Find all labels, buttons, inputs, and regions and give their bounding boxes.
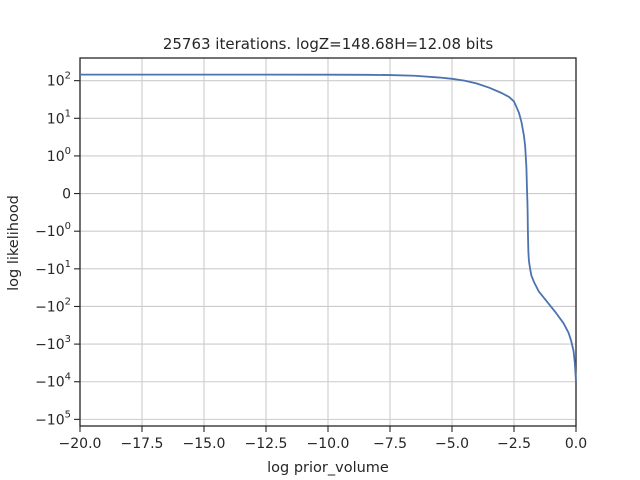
y-tick-exponent: 1 xyxy=(65,259,71,270)
x-tick-label: −2.5 xyxy=(497,436,531,452)
y-tick-base: −10 xyxy=(35,262,65,278)
y-tick-base: −10 xyxy=(35,337,65,353)
y-tick-label: −104 xyxy=(35,372,71,391)
y-tick-exponent: 3 xyxy=(65,334,71,345)
y-tick-exponent: 1 xyxy=(65,108,71,119)
y-tick-exponent: 0 xyxy=(65,146,71,157)
y-tick-label: −101 xyxy=(35,259,71,278)
x-axis-ticks: −20.0 −17.5 −15.0 −12.5 −10.0 −7.5 −5.0 −2.5 0.0 xyxy=(59,426,587,452)
series-line xyxy=(80,73,577,382)
y-tick-label: −100 xyxy=(35,221,71,240)
x-tick-label: −17.5 xyxy=(121,436,164,452)
x-tick-label: −15.0 xyxy=(183,436,226,452)
y-tick-base: −10 xyxy=(35,299,65,315)
chart-title: 25763 iterations. logZ=148.68H=12.08 bit… xyxy=(163,35,494,53)
y-tick-exponent: 2 xyxy=(65,296,71,307)
y-tick-base: 10 xyxy=(47,149,65,165)
x-tick-label: −7.5 xyxy=(373,436,407,452)
series-layer xyxy=(80,73,577,382)
y-tick-exponent: 4 xyxy=(65,372,71,383)
y-axis-label: log likelihood xyxy=(6,195,22,291)
x-tick-label: −10.0 xyxy=(307,436,350,452)
y-tick-exponent: 2 xyxy=(65,71,71,82)
y-tick-label: −103 xyxy=(35,334,71,353)
y-tick-label: −102 xyxy=(35,296,71,315)
y-tick-label: 100 xyxy=(47,146,71,165)
y-tick-label: 102 xyxy=(47,71,71,90)
x-tick-label: 0.0 xyxy=(565,436,587,452)
y-tick-base: −10 xyxy=(35,375,65,391)
y-tick-base: 0 xyxy=(62,187,71,203)
x-tick-label: −5.0 xyxy=(435,436,469,452)
y-tick-base: −10 xyxy=(35,224,65,240)
x-tick-label: −20.0 xyxy=(59,436,102,452)
y-tick-base: −10 xyxy=(35,412,65,428)
y-tick-label: −105 xyxy=(35,409,71,428)
x-axis-label: log prior_volume xyxy=(267,460,389,476)
y-tick-exponent: 5 xyxy=(65,409,71,420)
grid xyxy=(79,58,577,426)
x-tick-label: −12.5 xyxy=(245,436,288,452)
y-tick-base: 10 xyxy=(47,111,65,127)
y-tick-exponent: 0 xyxy=(65,221,71,232)
y-tick-base: 10 xyxy=(47,74,65,90)
y-tick-label: 101 xyxy=(47,108,71,127)
y-tick-label: 0 xyxy=(62,187,71,203)
